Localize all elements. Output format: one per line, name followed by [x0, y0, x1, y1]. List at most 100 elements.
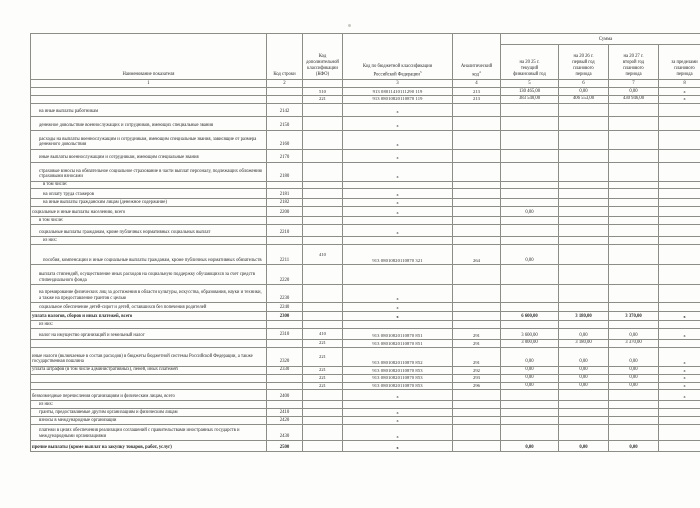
row-kfo-code: 510 — [302, 87, 343, 96]
row-amount-current-year — [500, 224, 559, 238]
row-budget-code: х — [342, 440, 453, 453]
row-analytic-code — [452, 216, 501, 226]
row-amount-current-year — [500, 161, 559, 182]
row-name: в том числе: — [30, 180, 267, 190]
row-code: 2160 — [266, 129, 303, 150]
row-budget-code: х — [342, 148, 453, 163]
row-amount-second-year — [608, 416, 659, 426]
row-analytic-code — [452, 188, 501, 200]
row-amount-second-year — [608, 264, 659, 286]
row-amount-current-year — [500, 320, 559, 329]
row-amount-second-year: 0,00 — [608, 346, 659, 367]
table-row: безвозмездные перечисления организациям … — [30, 389, 700, 402]
header-row-2: на 20 25 г. текущий финансовый год на 20… — [31, 44, 700, 80]
row-analytic-code — [452, 264, 501, 286]
row-code — [266, 180, 303, 190]
row-amount-current-year: 0,00 — [500, 365, 559, 375]
row-amount-second-year — [608, 224, 659, 238]
bk-line-2: Российской Федерации — [373, 72, 420, 78]
row-kfo-code — [302, 129, 343, 150]
row-amount-first-year — [558, 284, 609, 304]
row-code: 2181 — [266, 188, 303, 200]
table-row: уплата налогов, сборов и иных платежей, … — [30, 311, 700, 322]
analytic-line-1: Аналитический — [460, 63, 493, 69]
row-amount-current-year — [500, 198, 559, 208]
row-amount-current-year — [500, 284, 559, 304]
col-header-year-second: на 20 27 г. второй год планового периода — [608, 44, 659, 80]
table-row: платежи в целях обеспечения реализации с… — [30, 424, 700, 442]
row-analytic-code — [452, 180, 501, 190]
row-amount-current-year — [500, 216, 559, 226]
row-name: страховые взносы на обязательное социаль… — [30, 161, 267, 182]
row-amount-first-year: 0,00 — [558, 373, 609, 383]
row-amount-beyond-period — [657, 400, 700, 410]
row-amount-current-year — [500, 302, 559, 313]
row-amount-beyond-period — [657, 302, 700, 313]
row-amount-second-year — [608, 320, 659, 329]
row-budget-code: 913 08010820110870 853 — [342, 381, 453, 391]
row-amount-beyond-period — [657, 115, 700, 131]
table-row: в том числе: — [30, 216, 700, 226]
row-code — [266, 373, 303, 383]
row-amount-first-year: 0,00 — [558, 381, 609, 391]
table-row: 221 913 08010820110870 119 213 383 540,00 40… — [30, 94, 700, 104]
row-amount-first-year: 3 180,00 — [558, 311, 609, 322]
row-amount-first-year — [558, 216, 609, 226]
col-header-year-first: на 20 26 г. первый год планового периода — [558, 44, 609, 80]
row-analytic-code — [452, 311, 501, 322]
row-amount-beyond-period — [657, 236, 700, 246]
row-amount-beyond-period: х — [657, 327, 700, 340]
row-name — [30, 381, 267, 391]
row-kfo-code — [302, 188, 343, 200]
table-row: 221 913 08010820110870 853 296 0,00 0,00 0,00… — [30, 381, 700, 391]
row-analytic-code — [452, 148, 501, 163]
colnum-8: 8 — [657, 79, 700, 88]
row-amount-beyond-period — [657, 216, 700, 226]
row-budget-code: х — [342, 416, 453, 426]
row-code — [266, 400, 303, 410]
table-row: на иные выплаты работникам 2142 х — [30, 102, 700, 117]
row-budget-code: 913 08010820110870 851 — [342, 338, 453, 348]
row-kfo-code: 221 — [302, 346, 343, 367]
row-analytic-code — [452, 198, 501, 208]
year-second-line-1: на 20 27 г. — [623, 54, 644, 60]
table-row: иные выплаты военнослужащим и сотрудника… — [30, 148, 700, 163]
row-amount-first-year: 0,00 — [558, 327, 609, 340]
row-amount-first-year — [558, 400, 609, 410]
row-kfo-code — [302, 416, 343, 426]
row-amount-current-year: 0,00 — [500, 244, 559, 266]
year-second-line-4: периода — [625, 72, 642, 78]
row-code: 2230 — [266, 284, 303, 304]
table-row: в том числе: — [30, 180, 700, 190]
row-amount-second-year — [608, 284, 659, 304]
table-row: взносы в международные организации 2420 х — [30, 416, 700, 426]
row-amount-beyond-period — [657, 264, 700, 286]
row-name: социальные выплаты гражданам, кроме публ… — [30, 224, 267, 238]
row-name: платежи в целях обеспечения реализации с… — [30, 424, 267, 442]
row-name: на иные выплаты гражданским лицам (денеж… — [30, 198, 267, 208]
table-header: Наименование показателя Код строки Код д… — [30, 33, 700, 88]
row-amount-current-year — [500, 102, 559, 117]
row-amount-second-year — [608, 161, 659, 182]
row-budget-code: х — [342, 424, 453, 442]
row-analytic-code — [452, 115, 501, 131]
row-code: 2330 — [266, 365, 303, 375]
row-amount-current-year: 0,00 — [500, 440, 559, 453]
column-number-row: 1 2 3 4 5 6 7 8 — [30, 79, 700, 88]
table-body: 510 913 08011410111290 119 213 130 465,00 0,… — [30, 87, 700, 453]
table-row: денежное довольствие военнослужащих и со… — [30, 115, 700, 131]
row-name: взносы в международные организации — [30, 416, 267, 426]
row-amount-second-year — [608, 188, 659, 200]
colnum-kfo — [302, 79, 343, 88]
row-analytic-code — [452, 400, 501, 410]
row-kfo-code — [302, 148, 343, 163]
row-amount-first-year — [558, 115, 609, 131]
analytic-footnote-marker: 4 — [479, 69, 481, 74]
row-budget-code: х — [342, 102, 453, 117]
row-amount-beyond-period — [657, 416, 700, 426]
row-amount-current-year: 6 600,00 — [500, 311, 559, 322]
row-kfo-code: 221 — [302, 373, 343, 383]
row-kfo-code: 221 — [302, 94, 343, 104]
row-amount-current-year — [500, 180, 559, 190]
row-budget-code — [342, 216, 453, 226]
